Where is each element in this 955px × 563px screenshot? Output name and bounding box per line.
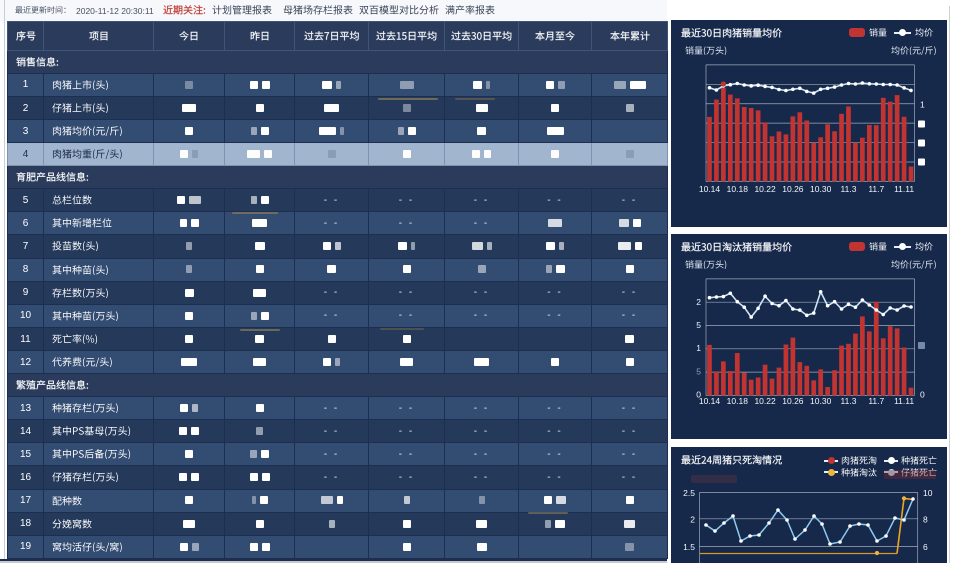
svg-text:10.26: 10.26: [782, 184, 804, 194]
svg-text:8: 8: [923, 514, 928, 524]
svg-text:11.11: 11.11: [894, 184, 914, 194]
svg-text:10.26: 10.26: [782, 396, 804, 406]
svg-text:0: 0: [696, 390, 701, 400]
svg-text:6: 6: [923, 542, 928, 552]
svg-text:1: 1: [696, 343, 701, 353]
svg-text:10.18: 10.18: [727, 396, 749, 406]
svg-text:2.5: 2.5: [683, 488, 695, 498]
svg-text:10.14: 10.14: [699, 184, 721, 194]
svg-text:1.5: 1.5: [683, 542, 695, 552]
svg-text:0: 0: [920, 390, 925, 400]
svg-text:10.18: 10.18: [727, 184, 749, 194]
svg-text:10: 10: [923, 488, 933, 498]
svg-text:10.30: 10.30: [810, 184, 832, 194]
svg-text:5: 5: [696, 320, 701, 330]
svg-text:10.30: 10.30: [810, 396, 832, 406]
svg-text:11.7: 11.7: [868, 396, 884, 406]
svg-text:11.7: 11.7: [868, 184, 884, 194]
svg-text:10.22: 10.22: [754, 396, 776, 406]
svg-text:2: 2: [696, 297, 701, 307]
svg-text:11.3: 11.3: [841, 396, 857, 406]
svg-text:1: 1: [920, 100, 925, 110]
svg-text:2: 2: [690, 514, 695, 524]
svg-text:5: 5: [696, 366, 701, 376]
svg-text:11.3: 11.3: [841, 184, 857, 194]
svg-text:11.11: 11.11: [894, 396, 914, 406]
svg-text:10.14: 10.14: [699, 396, 721, 406]
svg-text:10.22: 10.22: [754, 184, 776, 194]
